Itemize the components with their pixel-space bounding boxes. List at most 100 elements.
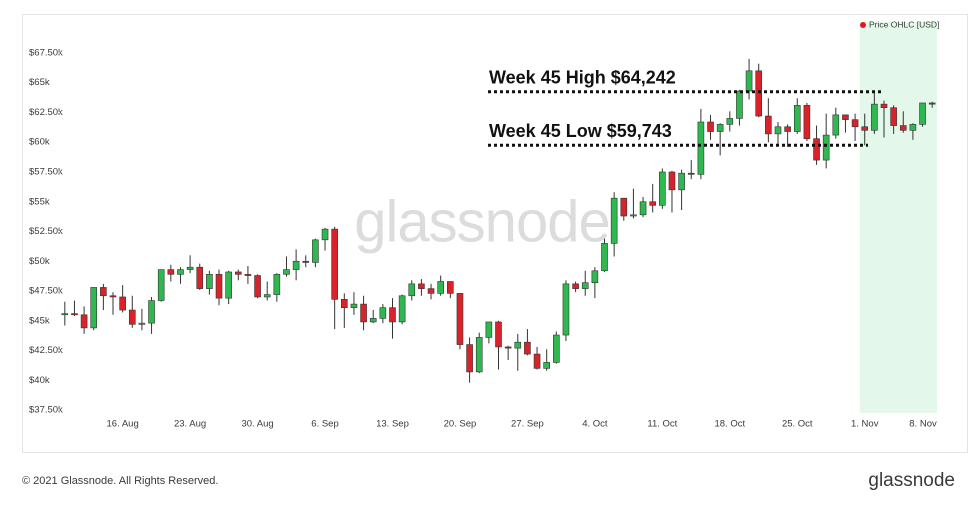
candle-body xyxy=(562,283,570,336)
y-tick-label: $52.50k xyxy=(29,226,63,237)
candle-body xyxy=(408,283,416,297)
candle-body xyxy=(697,121,705,175)
candle-body xyxy=(533,353,541,369)
x-tick-label: 4. Oct xyxy=(582,419,608,430)
candle-body xyxy=(312,239,319,263)
candle-body xyxy=(263,294,271,298)
candle-body xyxy=(504,346,512,349)
candle-body xyxy=(553,334,560,363)
candle-body xyxy=(803,105,811,139)
candle-body xyxy=(196,266,204,289)
candle-body xyxy=(206,274,213,289)
candle-body xyxy=(119,296,126,311)
candle-body xyxy=(398,295,406,323)
candle-body xyxy=(254,275,261,298)
candle-body xyxy=(736,90,743,119)
candle-body xyxy=(485,321,493,338)
x-tick-label: 20. Sep xyxy=(444,419,477,430)
candle-body xyxy=(360,303,367,323)
candle-body xyxy=(427,288,435,294)
candle-body xyxy=(919,102,926,125)
x-tick-label: 11. Oct xyxy=(647,419,677,430)
candle-body xyxy=(543,362,550,369)
y-tick-label: $65k xyxy=(29,77,50,88)
candle-body xyxy=(234,271,242,275)
candle-body xyxy=(437,281,444,294)
candle-body xyxy=(321,228,329,241)
copyright: © 2021 Glassnode. All Rights Reserved. xyxy=(22,475,218,487)
candle-body xyxy=(524,341,531,355)
x-tick-label: 23. Aug xyxy=(174,419,206,430)
candle-body xyxy=(659,171,666,206)
annotation-text: Week 45 High $64,242 xyxy=(489,67,676,87)
y-tick-label: $55k xyxy=(29,196,50,207)
candle-body xyxy=(639,201,647,216)
legend-marker xyxy=(860,22,866,28)
candle-body xyxy=(890,107,897,126)
candle-body xyxy=(273,274,281,295)
candle-body xyxy=(765,115,772,135)
x-tick-label: 6. Sep xyxy=(311,419,338,430)
candle-body xyxy=(745,70,753,92)
y-tick-label: $47.50k xyxy=(29,286,63,297)
candle-body xyxy=(716,124,724,132)
candle-body xyxy=(514,341,522,349)
candle-body xyxy=(283,269,290,275)
candle-body xyxy=(707,121,714,132)
candle-body xyxy=(842,114,849,120)
x-tick-label: 30. Aug xyxy=(241,419,273,430)
x-tick-label: 18. Oct xyxy=(714,419,745,430)
candle-body xyxy=(822,134,830,161)
candle-body xyxy=(620,197,628,217)
candle-body xyxy=(610,197,618,244)
candle-body xyxy=(148,300,155,324)
candle-body xyxy=(379,307,387,319)
candle-body xyxy=(793,105,801,132)
candle-body xyxy=(755,70,763,117)
candle-body xyxy=(292,260,300,270)
candle-body xyxy=(350,303,358,308)
candle-body xyxy=(832,114,840,136)
candle-body xyxy=(466,344,473,373)
candle-body xyxy=(177,269,184,275)
candle-body xyxy=(186,266,194,270)
candle-body xyxy=(215,274,223,299)
candle-body xyxy=(369,318,377,323)
candle-body xyxy=(225,271,232,299)
watermark: glassnode xyxy=(354,189,609,254)
x-tick-label: 8. Nov xyxy=(909,419,937,430)
annotation-text: Week 45 Low $59,743 xyxy=(489,121,672,141)
candle-body xyxy=(389,307,396,323)
candle-body xyxy=(591,270,599,283)
y-tick-label: $40k xyxy=(29,375,50,386)
candle-body xyxy=(774,126,782,135)
y-tick-label: $42.50k xyxy=(29,345,63,356)
y-tick-label: $37.50k xyxy=(29,405,63,416)
candle-body xyxy=(572,283,579,289)
highlight-region xyxy=(859,22,937,413)
candle-body xyxy=(109,295,117,298)
candle-body xyxy=(244,274,252,276)
candle-body xyxy=(813,138,820,161)
x-tick-label: 25. Oct xyxy=(782,419,813,430)
candle-body xyxy=(880,103,888,109)
candle-body xyxy=(128,309,136,325)
x-tick-label: 27. Sep xyxy=(511,419,544,430)
candle-body xyxy=(138,322,146,325)
x-tick-label: 16. Aug xyxy=(107,419,139,430)
candle-body xyxy=(456,293,464,345)
candle-body xyxy=(784,126,791,132)
candle-body xyxy=(601,243,608,272)
candle-body xyxy=(302,260,310,263)
candle-body xyxy=(495,321,502,348)
candle-body xyxy=(167,269,175,275)
candle-body xyxy=(475,337,483,373)
candle-body xyxy=(100,287,107,297)
candle-body xyxy=(678,172,685,191)
candle-body xyxy=(871,103,878,131)
candle-body xyxy=(447,281,454,294)
candle-body xyxy=(668,171,676,191)
y-tick-label: $60k xyxy=(29,137,50,148)
